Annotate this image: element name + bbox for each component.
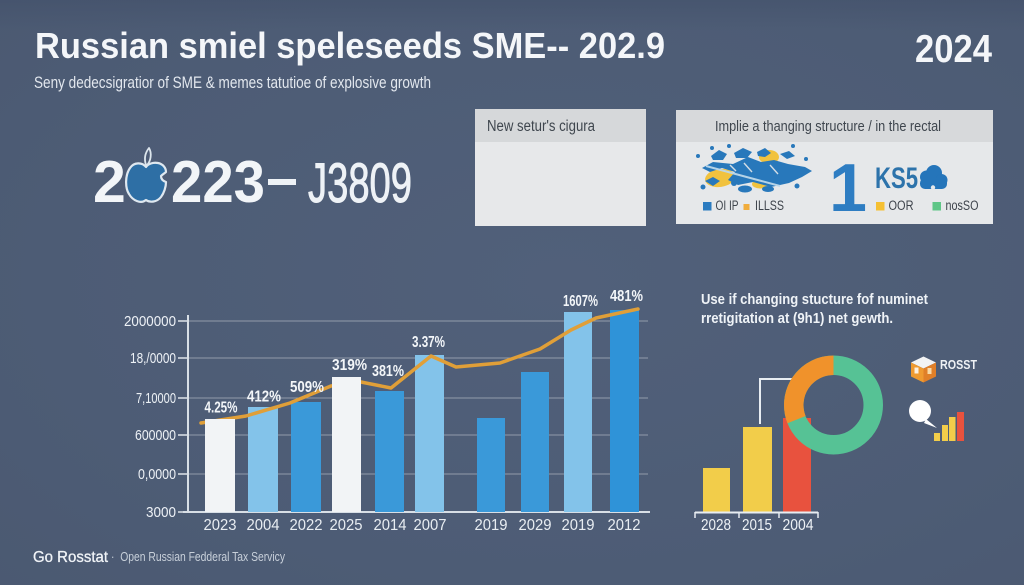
svg-text:Go Rosstat: Go Rosstat (33, 549, 109, 566)
svg-text:KS5: KS5 (875, 162, 918, 195)
svg-text:2022: 2022 (290, 517, 323, 534)
svg-text:2019: 2019 (562, 517, 595, 534)
svg-text:2023: 2023 (204, 517, 237, 534)
svg-text:Russian smiel speleseeds SME--: Russian smiel speleseeds SME-- 202.9 (35, 25, 665, 66)
svg-text:4.25%: 4.25% (205, 400, 238, 417)
svg-text:OOR: OOR (889, 198, 914, 213)
svg-text:2000000: 2000000 (124, 313, 176, 330)
svg-text:7,10000: 7,10000 (136, 390, 176, 407)
svg-text:509%: 509% (290, 379, 324, 396)
svg-text:381%: 381% (372, 363, 404, 380)
svg-text:1: 1 (829, 150, 867, 226)
svg-text:412%: 412% (247, 389, 281, 406)
svg-text:ROSST: ROSST (940, 358, 977, 372)
svg-text:2: 2 (93, 149, 126, 215)
svg-text:nosSO: nosSO (946, 198, 979, 213)
svg-text:1607%: 1607% (563, 293, 598, 310)
svg-text:ILLSS: ILLSS (755, 198, 784, 213)
svg-text:481%: 481% (610, 288, 643, 305)
svg-text:rretigitation at (9h1) net gew: rretigitation at (9h1) net gewth. (701, 310, 893, 327)
svg-text:2007: 2007 (414, 517, 447, 534)
svg-text:OI IP: OI IP (716, 198, 739, 213)
svg-text:0,0000: 0,0000 (138, 466, 176, 483)
svg-text:3000: 3000 (146, 504, 176, 521)
svg-text:2012: 2012 (608, 517, 641, 534)
svg-text:Implie a thanging structure /: Implie a thanging structure / in the rec… (715, 119, 941, 135)
svg-text:Use if changing stucture fof n: Use if changing stucture fof numinet (701, 291, 928, 308)
svg-text:2029: 2029 (519, 517, 552, 534)
svg-text:2019: 2019 (475, 517, 508, 534)
svg-text:319%: 319% (332, 357, 367, 374)
svg-text:2028: 2028 (701, 517, 731, 534)
svg-text:2004: 2004 (783, 517, 814, 534)
svg-text:2015: 2015 (742, 517, 772, 534)
svg-text:18,/0000: 18,/0000 (130, 350, 176, 367)
svg-text:600000: 600000 (135, 427, 176, 444)
svg-text:3.37%: 3.37% (412, 334, 445, 351)
svg-text:223: 223 (171, 149, 265, 215)
svg-text:2024: 2024 (915, 28, 992, 71)
svg-text:Seny dedecsigratior of SME & m: Seny dedecsigratior of SME & memes tatut… (34, 73, 431, 92)
svg-text:2025: 2025 (330, 517, 363, 534)
svg-text:2004: 2004 (247, 517, 280, 534)
svg-text:J3809: J3809 (308, 151, 412, 214)
svg-text:· Open Russian Fedderal Tax S: · Open Russian Fedderal Tax Servicy (111, 550, 286, 564)
svg-text:2014: 2014 (374, 517, 407, 534)
svg-text:New setur's cigura: New setur's cigura (487, 118, 595, 135)
